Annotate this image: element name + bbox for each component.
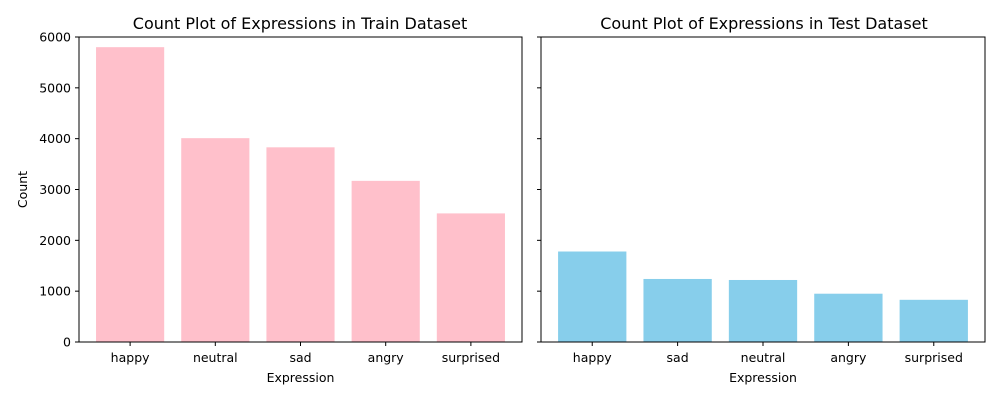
test-chart: Count Plot of Expressions in Test Datase… — [537, 14, 986, 385]
test-x-tick-label: neutral — [741, 350, 786, 365]
test-bar-happy — [558, 251, 627, 342]
train-x-axis-label: Expression — [267, 370, 335, 385]
train-x-tick-label: sad — [289, 350, 311, 365]
train-bar-happy — [96, 47, 165, 343]
train-bar-sad — [266, 147, 335, 342]
test-ticks: happy sad neutral angry surprised — [537, 36, 963, 365]
train-bar-angry — [351, 180, 420, 342]
test-bars — [558, 251, 968, 342]
train-x-tick-label: neutral — [193, 350, 238, 365]
test-bar-angry — [814, 293, 883, 342]
train-x-tick-label: angry — [368, 350, 405, 365]
train-y-tick-label: 3000 — [39, 182, 71, 197]
train-y-tick-label: 0 — [63, 335, 71, 350]
test-bar-neutral — [728, 279, 798, 342]
train-y-axis-label: Count — [15, 171, 30, 208]
train-y-tick-label: 4000 — [39, 131, 71, 146]
test-chart-title: Count Plot of Expressions in Test Datase… — [600, 14, 928, 33]
test-plot-frame — [540, 36, 986, 343]
test-x-tick-label: happy — [573, 350, 612, 365]
test-x-tick-label: angry — [830, 350, 867, 365]
test-bar-sad — [643, 278, 712, 342]
test-x-tick-label: sad — [667, 350, 689, 365]
train-y-tick-label: 6000 — [39, 30, 71, 45]
train-bar-neutral — [181, 138, 250, 342]
train-ticks: happy neutral sad angry surprised 0 1000 2000 30… — [39, 30, 500, 366]
train-chart: Count Plot of Expressions in Train Datas… — [15, 14, 523, 385]
train-bars — [96, 47, 505, 343]
test-x-tick-label: surprised — [905, 350, 963, 365]
train-bar-surprised — [436, 213, 505, 342]
train-x-tick-label: surprised — [442, 350, 500, 365]
test-x-axis-label: Expression — [729, 370, 797, 385]
train-chart-title: Count Plot of Expressions in Train Datas… — [133, 14, 467, 33]
train-plot-frame — [78, 36, 523, 343]
train-y-tick-label: 5000 — [39, 80, 71, 95]
train-y-tick-label: 2000 — [39, 233, 71, 248]
train-x-tick-label: happy — [111, 350, 150, 365]
test-bar-surprised — [899, 299, 968, 342]
train-y-tick-label: 1000 — [39, 284, 71, 299]
